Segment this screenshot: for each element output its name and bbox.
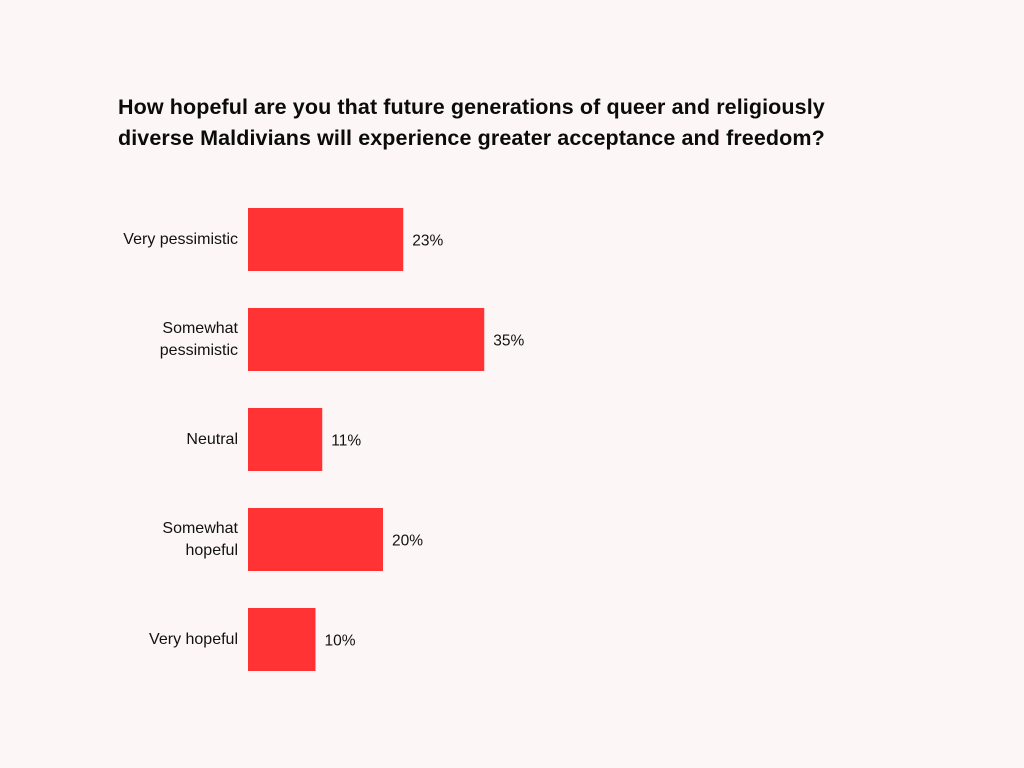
category-label: Somewhat hopeful xyxy=(162,518,238,562)
category-label-line: Somewhat xyxy=(162,319,238,337)
category-label: Very pessimistic xyxy=(123,229,238,251)
bar xyxy=(248,208,404,271)
data-label: 11% xyxy=(331,433,361,450)
bar xyxy=(248,408,323,471)
category-label-line: Very hopeful xyxy=(149,630,238,648)
category-label: Somewhat pessimistic xyxy=(160,318,238,362)
category-label-line: pessimistic xyxy=(159,341,238,359)
data-label: 23% xyxy=(412,233,443,250)
category-label-line: hopeful xyxy=(185,541,239,559)
data-label: 10% xyxy=(325,633,356,650)
bar xyxy=(248,608,316,671)
category-label-line: Neutral xyxy=(186,430,238,448)
category-label-line: Somewhat xyxy=(162,519,238,537)
chart-title: How hopeful are you that future generati… xyxy=(118,92,825,154)
bar xyxy=(248,308,485,371)
category-label-line: Very pessimistic xyxy=(123,230,238,248)
chart-title-line: diverse Maldivians will experience great… xyxy=(118,126,825,150)
chart-title-line: How hopeful are you that future generati… xyxy=(118,95,825,119)
category-label: Neutral xyxy=(186,429,238,451)
data-label: 35% xyxy=(493,333,524,350)
category-label: Very hopeful xyxy=(149,629,238,651)
bar xyxy=(248,508,383,571)
data-label: 20% xyxy=(392,533,423,550)
